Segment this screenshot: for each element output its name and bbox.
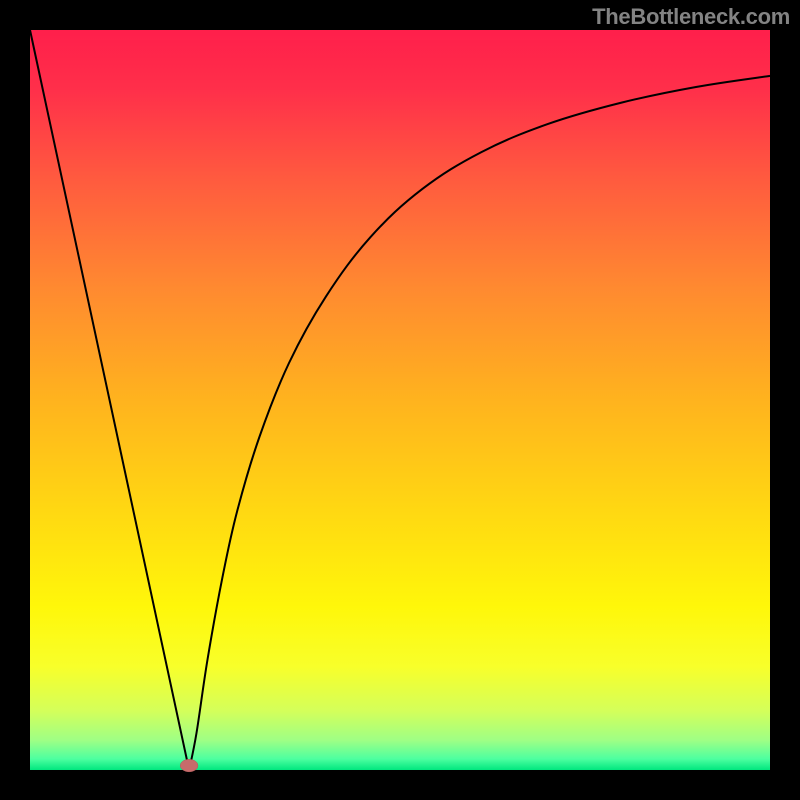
chart-svg [0, 0, 800, 800]
minimum-marker [180, 759, 198, 772]
plot-background [30, 30, 770, 770]
watermark-text: TheBottleneck.com [592, 4, 790, 30]
bottleneck-chart: TheBottleneck.com [0, 0, 800, 800]
